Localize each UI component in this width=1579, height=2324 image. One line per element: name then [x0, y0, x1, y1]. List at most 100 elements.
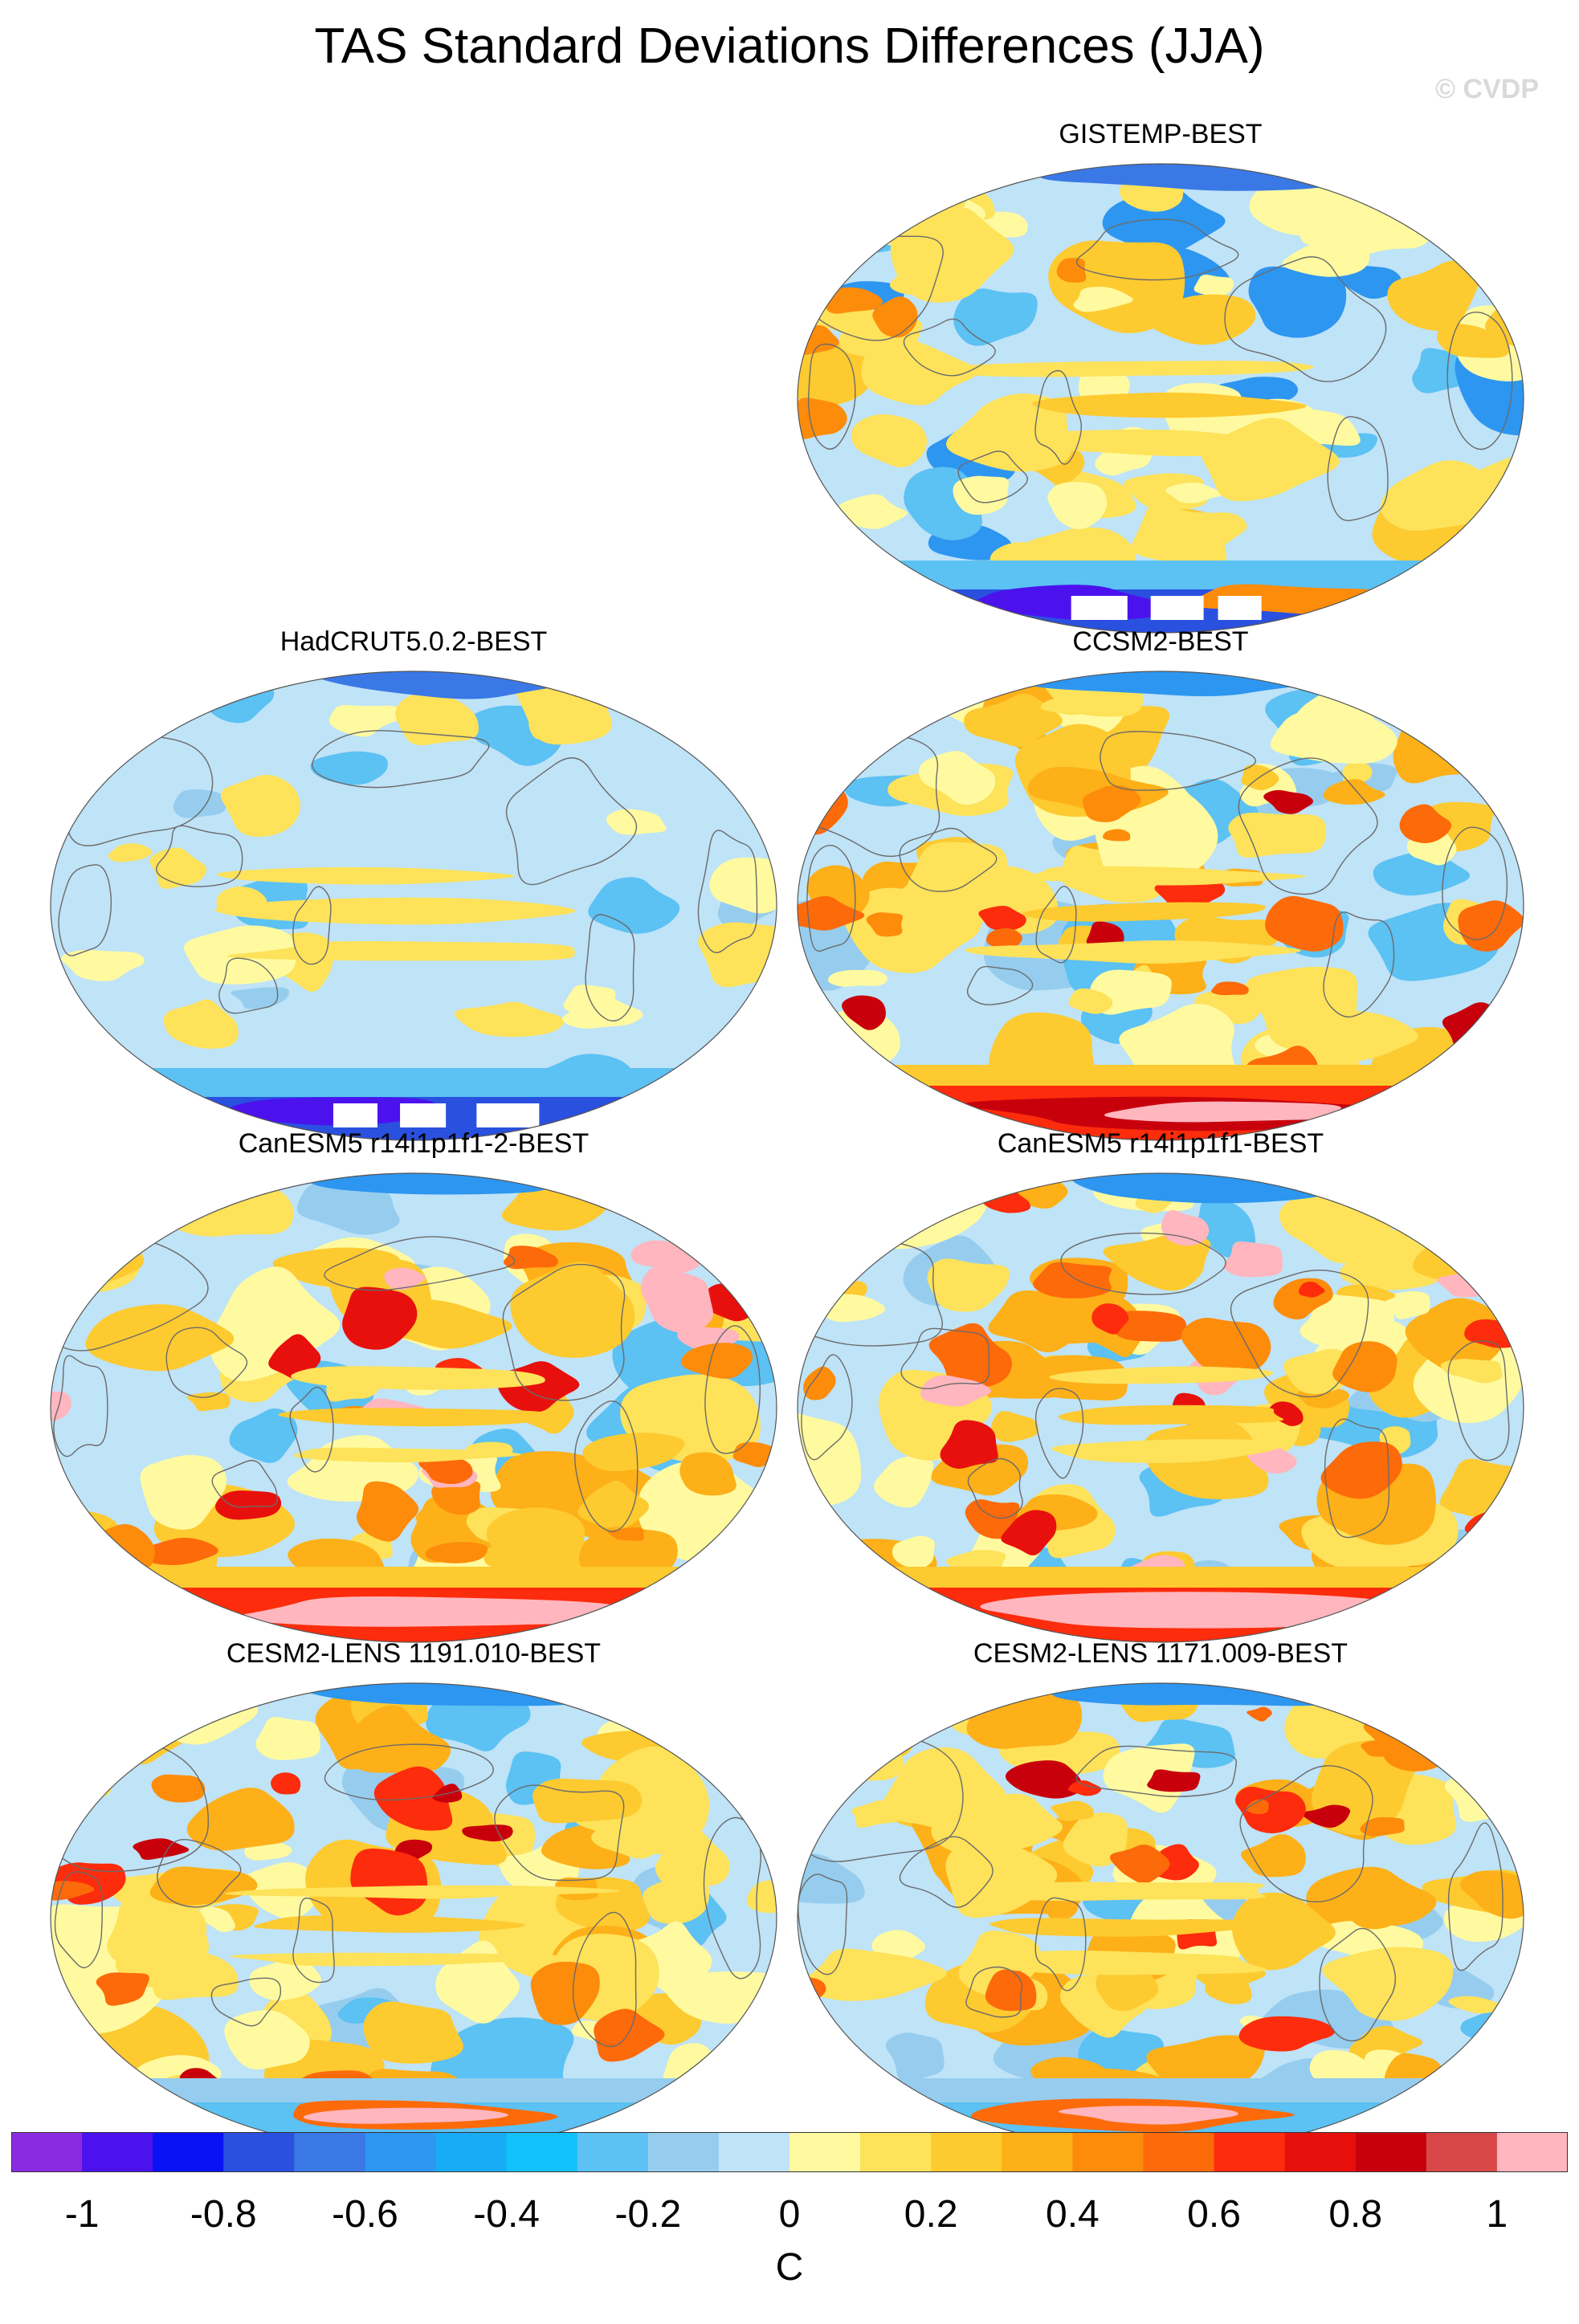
anomaly-band: [1022, 902, 1267, 922]
map-panel-hadcrut: HadCRUT5.0.2-BEST: [48, 626, 779, 1141]
anomaly-region: [503, 1246, 558, 1270]
anomaly-region: [727, 1692, 777, 1746]
arctic-band: [1071, 1173, 1336, 1204]
continent-outline: [903, 318, 996, 377]
anomaly-band: [988, 1882, 1267, 1902]
missing-data: [400, 1103, 447, 1127]
anomaly-region: [693, 1070, 769, 1119]
anomaly-region: [51, 2061, 96, 2092]
continent-outline: [1324, 1418, 1390, 1539]
continent-outline: [1447, 1822, 1504, 1971]
anomaly-region: [1005, 1760, 1083, 1799]
anomaly-region: [81, 1703, 135, 1747]
anomaly-region: [798, 1214, 840, 1296]
anomaly-region: [1056, 258, 1087, 283]
anomaly-region: [161, 1181, 208, 1202]
anomaly-region: [1063, 1812, 1128, 1867]
anomaly-region: [173, 789, 227, 818]
continent-outline: [966, 965, 1034, 1005]
robinson-map: [797, 1682, 1524, 2153]
anomaly-region: [486, 1507, 585, 1564]
anomaly-region: [51, 1543, 77, 1581]
anomaly-region: [1241, 1834, 1306, 1878]
continent-outline: [900, 1327, 990, 1390]
continent-outline: [1075, 218, 1239, 281]
continent-outline: [1034, 1388, 1084, 1479]
anomaly-region: [1270, 709, 1397, 764]
anomaly-region: [1399, 804, 1452, 843]
robinson-map: [50, 1172, 777, 1643]
anomaly-field: [798, 1683, 1524, 2152]
anomaly-band: [214, 897, 576, 925]
anomaly-region: [1078, 2028, 1165, 2074]
cvdp-watermark: © CVDP: [1435, 74, 1539, 104]
anomaly-region: [886, 581, 949, 608]
map-border: [797, 1172, 1524, 1643]
anomaly-region: [51, 1881, 95, 1901]
colorbar-tick-label: 0.8: [1328, 2193, 1383, 2236]
anomaly-region: [1083, 785, 1141, 822]
anomaly-region: [953, 475, 1010, 515]
continent-outline: [1442, 826, 1508, 940]
colorbar-swatch: [294, 2132, 365, 2172]
anomaly-region: [606, 809, 667, 835]
anomaly-region: [163, 999, 239, 1049]
map-border: [50, 671, 777, 1141]
continent-outline: [899, 1836, 994, 1908]
anomaly-region: [1323, 779, 1385, 805]
continent-outline: [801, 1354, 853, 1461]
anomaly-region: [1298, 1282, 1325, 1298]
map-border: [797, 163, 1524, 634]
colorbar-swatch: [223, 2132, 295, 2172]
colorbar-tick-label: -0.6: [332, 2193, 398, 2236]
robinson-map: [797, 671, 1524, 1141]
continent-outline: [697, 830, 758, 953]
anomaly-region: [1161, 1209, 1210, 1246]
map-panel-canesm5: CanESM5 r14i1p1f1-BEST: [795, 1128, 1526, 1643]
anomaly-band: [293, 1447, 521, 1462]
colorbar-swatch: [153, 2132, 224, 2172]
anomaly-band: [224, 1885, 620, 1899]
continent-outline: [1239, 1765, 1373, 1903]
continent-outline: [156, 825, 243, 887]
anomaly-region: [798, 398, 847, 439]
panel-title: CESM2-LENS 1171.009-BEST: [973, 1638, 1348, 1669]
southern-band: [798, 1065, 1524, 1089]
continent-outline: [292, 1897, 335, 1984]
anomaly-region: [140, 1454, 227, 1531]
colorbar-tick-label: -0.4: [473, 2193, 540, 2236]
southern-band: [51, 1567, 777, 1591]
anomaly-region: [1360, 1816, 1405, 1837]
anomaly-region: [639, 1580, 777, 1619]
southern-band: [1104, 1101, 1345, 1123]
anomaly-region: [861, 334, 977, 406]
anomaly-region: [1434, 2099, 1473, 2118]
anomaly-region: [591, 1822, 676, 1859]
anomaly-region: [798, 700, 843, 728]
continent-outline: [1446, 312, 1513, 451]
anomaly-region: [698, 1070, 753, 1106]
anomaly-region: [1414, 1089, 1499, 1124]
anomaly-region: [51, 1807, 75, 1826]
continent-outline: [1327, 416, 1389, 521]
anomaly-region: [108, 843, 153, 862]
anomaly-region: [1067, 1780, 1102, 1796]
anomaly-region: [798, 895, 865, 931]
anomaly-region: [906, 842, 1008, 930]
anomaly-region: [115, 1912, 209, 1988]
anomaly-region: [803, 1366, 836, 1401]
anomaly-region: [186, 1788, 295, 1851]
missing-data: [333, 1103, 377, 1127]
anomaly-region: [255, 1717, 320, 1760]
southern-band: [222, 1097, 435, 1126]
anomaly-band: [981, 1950, 1267, 1975]
anomaly-band: [278, 1408, 562, 1427]
anomaly-region: [965, 1498, 1020, 1539]
anomaly-region: [582, 1433, 685, 1472]
anomaly-region: [825, 2097, 903, 2124]
colorbar-swatch: [1355, 2132, 1427, 2172]
colorbar-swatch: [1426, 2132, 1498, 2172]
anomaly-band: [253, 1914, 525, 1933]
anomaly-region: [662, 2043, 726, 2110]
anomaly-region: [892, 1535, 936, 1569]
